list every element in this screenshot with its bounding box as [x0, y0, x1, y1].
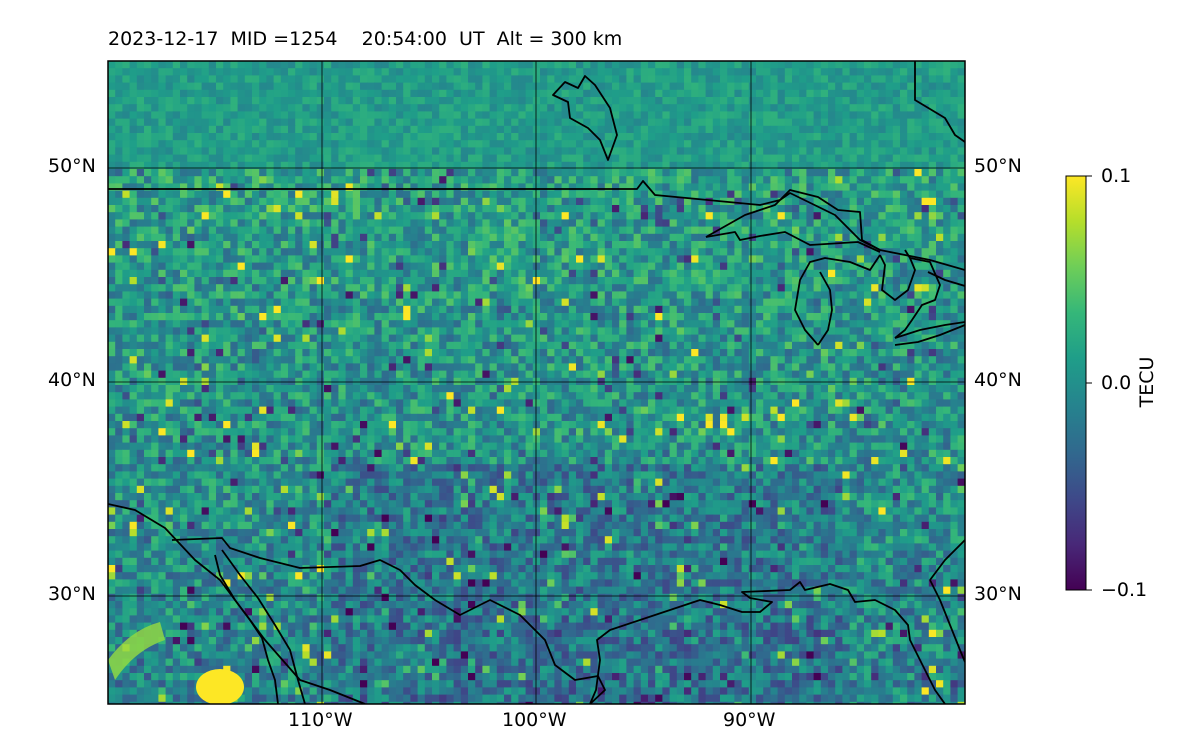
- us-mexico-border: [171, 537, 606, 704]
- atlantic-coast: [929, 539, 965, 581]
- florida-west: [929, 579, 965, 663]
- us-canada-border: [108, 180, 781, 206]
- colorbar-tick-label-zero: 0.0: [1101, 372, 1132, 394]
- mid-text: MID =1254: [230, 28, 338, 50]
- tec-arc: [108, 622, 165, 680]
- superior-north-arm: [779, 192, 881, 251]
- lake-huron-east: [894, 257, 941, 339]
- island-north: [552, 75, 618, 161]
- time-text: 20:54:00 UT: [361, 28, 485, 50]
- lat-label-30n-left: 30°N: [48, 583, 96, 605]
- colorbar: [1065, 175, 1087, 591]
- georgian-bay: [927, 271, 965, 287]
- lat-label-50n-left: 50°N: [48, 155, 96, 177]
- lon-label-90w: 90°W: [723, 709, 776, 731]
- coastlines: [108, 61, 965, 704]
- lat-label-40n-left: 40°N: [48, 369, 96, 391]
- lake-erie-north: [894, 321, 965, 339]
- baja-california: [108, 503, 366, 704]
- lake-superior-south: [705, 231, 881, 253]
- lat-label-40n-right: 40°N: [974, 369, 1022, 391]
- tec-heatmap: [108, 61, 965, 704]
- lake-erie-south: [894, 324, 965, 346]
- hudson-bay-shore: [914, 61, 965, 143]
- lake-huron-west: [879, 249, 916, 301]
- graticule: [108, 61, 965, 704]
- tec-hotspot: [196, 669, 244, 704]
- altitude-text: Alt = 300 km: [496, 28, 623, 50]
- lon-label-100w: 100°W: [502, 709, 567, 731]
- map-title: 2023-12-17 MID =1254 20:54:00 UT Alt = 3…: [108, 28, 622, 50]
- lat-label-50n-right: 50°N: [974, 155, 1022, 177]
- colorbar-label: TECU: [1136, 356, 1158, 408]
- lake-superior-shore: [705, 189, 965, 271]
- lake-michigan-shore: [794, 254, 881, 346]
- lat-label-30n-right: 30°N: [974, 583, 1022, 605]
- colorbar-tick-label-min: −0.1: [1101, 579, 1148, 601]
- gulf-of-california-west: [214, 554, 279, 704]
- map-frame: [107, 60, 966, 705]
- lake-michigan-east: [817, 271, 833, 346]
- gulf-coast: [589, 581, 946, 704]
- gulf-of-california-east: [221, 549, 306, 704]
- colorbar-tick-label-max: 0.1: [1101, 165, 1132, 187]
- lon-label-110w: 110°W: [288, 709, 353, 731]
- date-text: 2023-12-17: [108, 28, 219, 50]
